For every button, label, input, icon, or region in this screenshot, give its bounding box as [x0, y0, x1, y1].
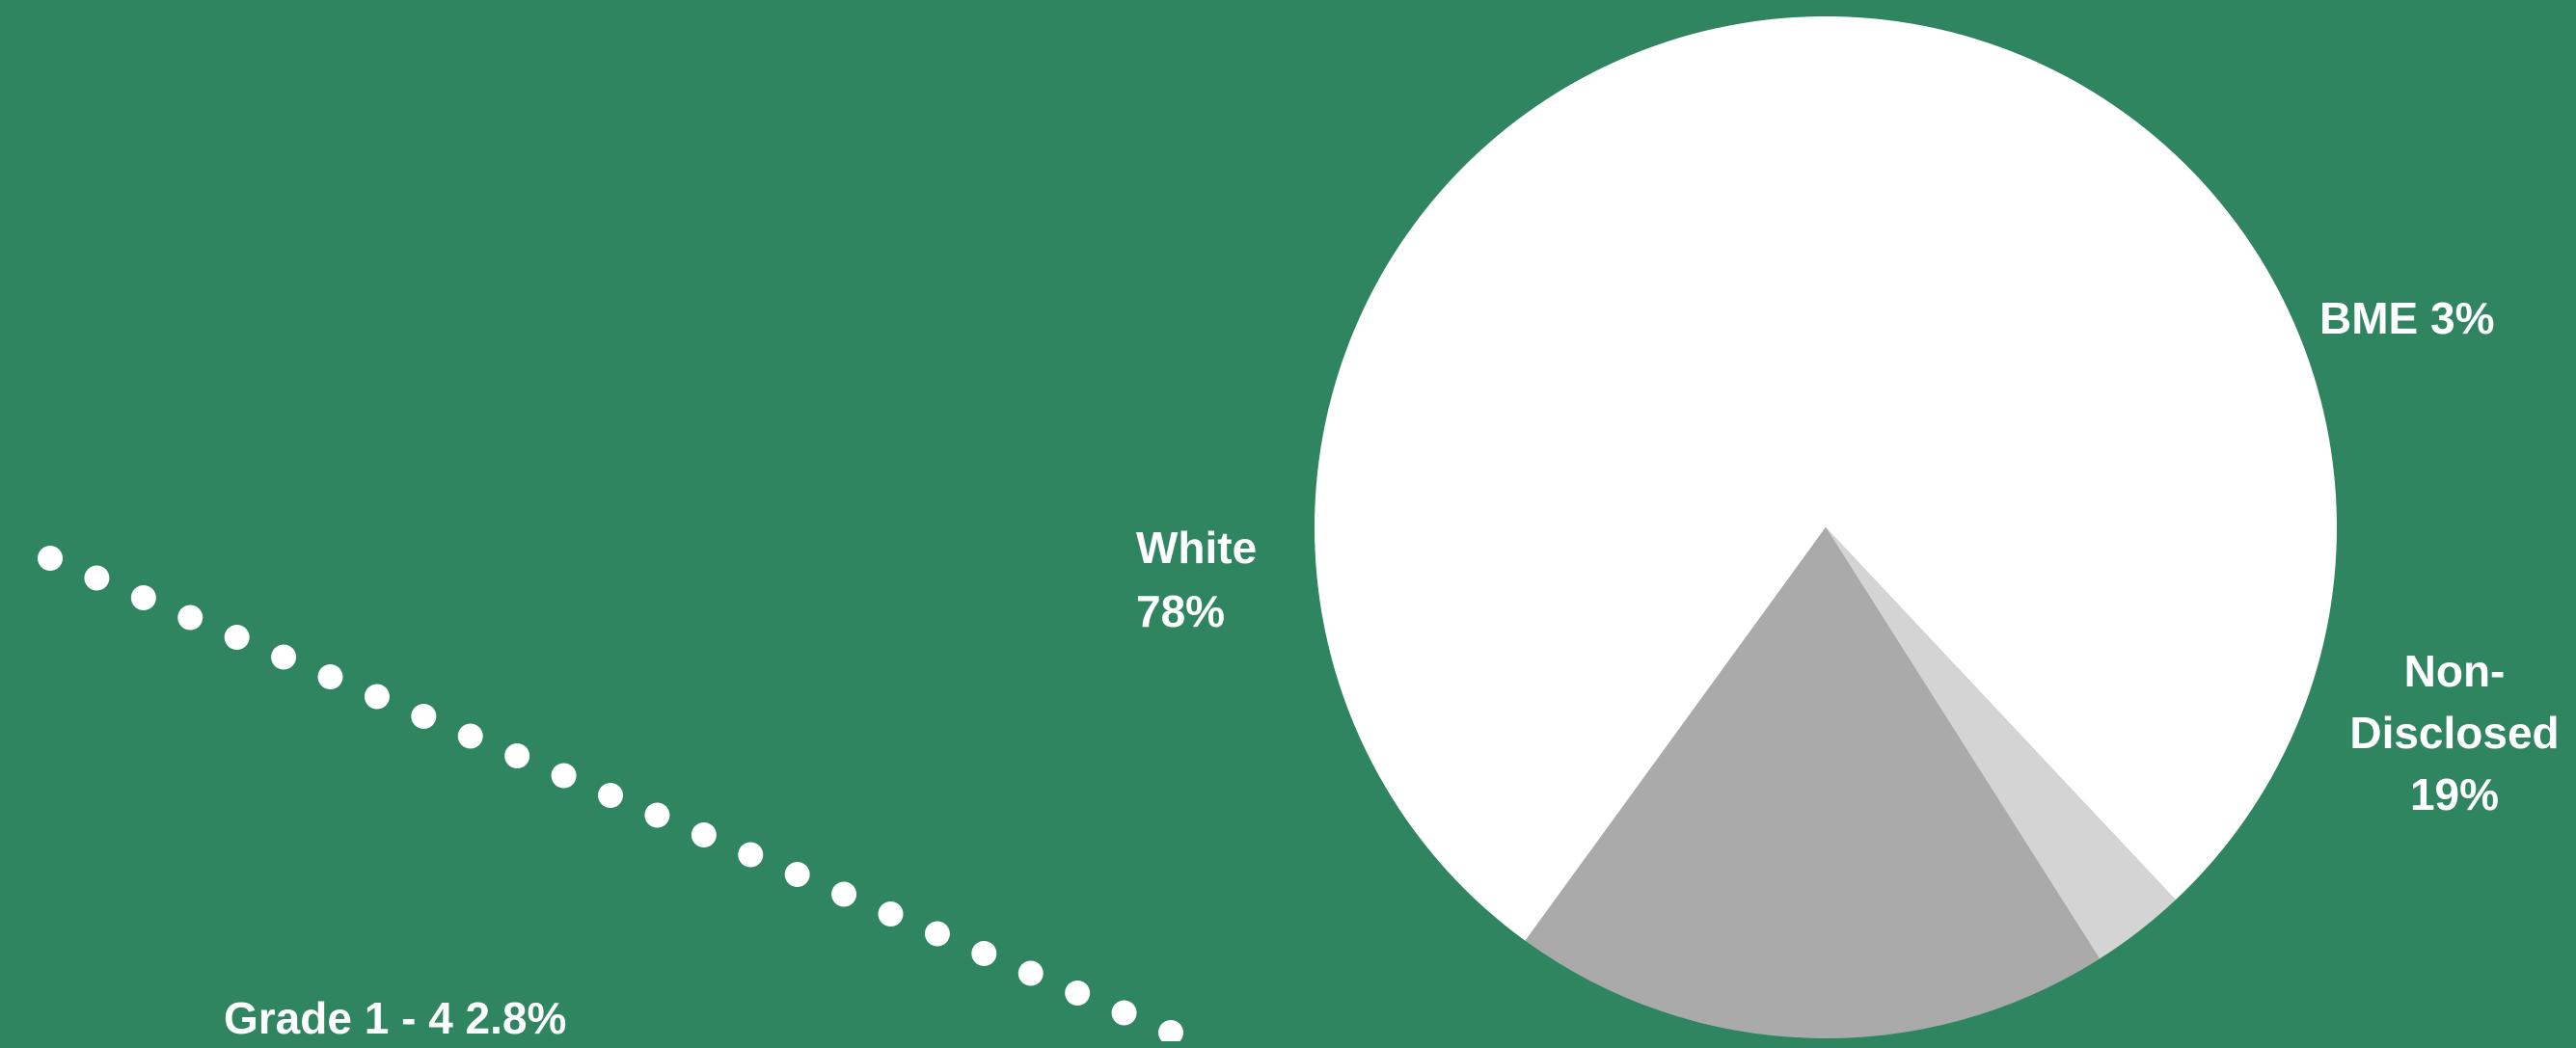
connector-dot — [784, 862, 810, 887]
slice-label-white-value: 78% — [1136, 586, 1226, 636]
connector-dot — [1065, 981, 1091, 1006]
connector-dot — [224, 625, 250, 650]
connector-dot — [1111, 1000, 1137, 1026]
pie-slice-white — [1315, 16, 2337, 941]
slice-label-white: White 78% — [1136, 516, 1257, 643]
connector-dot — [84, 565, 110, 591]
pie-slice-bme — [1826, 527, 2176, 959]
slice-label-white-name: White — [1136, 523, 1258, 573]
connector-dot — [457, 723, 483, 749]
connector-dot — [738, 842, 764, 868]
connector-dot — [691, 822, 717, 847]
connector-dot — [504, 743, 530, 768]
connector-dot — [411, 704, 437, 729]
connector-dot — [364, 684, 390, 710]
connector-dot — [317, 664, 343, 689]
connector-dot — [644, 802, 670, 828]
connector-dot — [1017, 960, 1044, 986]
connector-dot — [551, 763, 577, 789]
grade-label: Grade 1 - 4 2.8% — [224, 993, 567, 1043]
slice-label-bme: BME 3% — [2319, 293, 2495, 343]
connector-dot — [598, 783, 623, 808]
slice-label-non-disclosed-value: 19% — [2409, 769, 2500, 820]
connector-dot — [130, 585, 156, 610]
slice-label-non-disclosed-line1: Non- — [2403, 646, 2506, 696]
connector-dot — [38, 546, 63, 571]
connector-dot — [971, 941, 997, 966]
slice-label-non-disclosed-line2: Disclosed — [2349, 708, 2560, 758]
slice-label-non-disclosed: Non- Disclosed 19% — [2339, 640, 2570, 825]
connector-dot — [924, 921, 950, 947]
connector-dot — [831, 881, 857, 907]
connector-dot — [1158, 1020, 1183, 1041]
connector-dot — [177, 605, 203, 631]
connector-dot — [271, 644, 297, 670]
pie-slice-non-disclosed — [1525, 527, 2100, 1038]
connector-dot — [878, 901, 904, 927]
